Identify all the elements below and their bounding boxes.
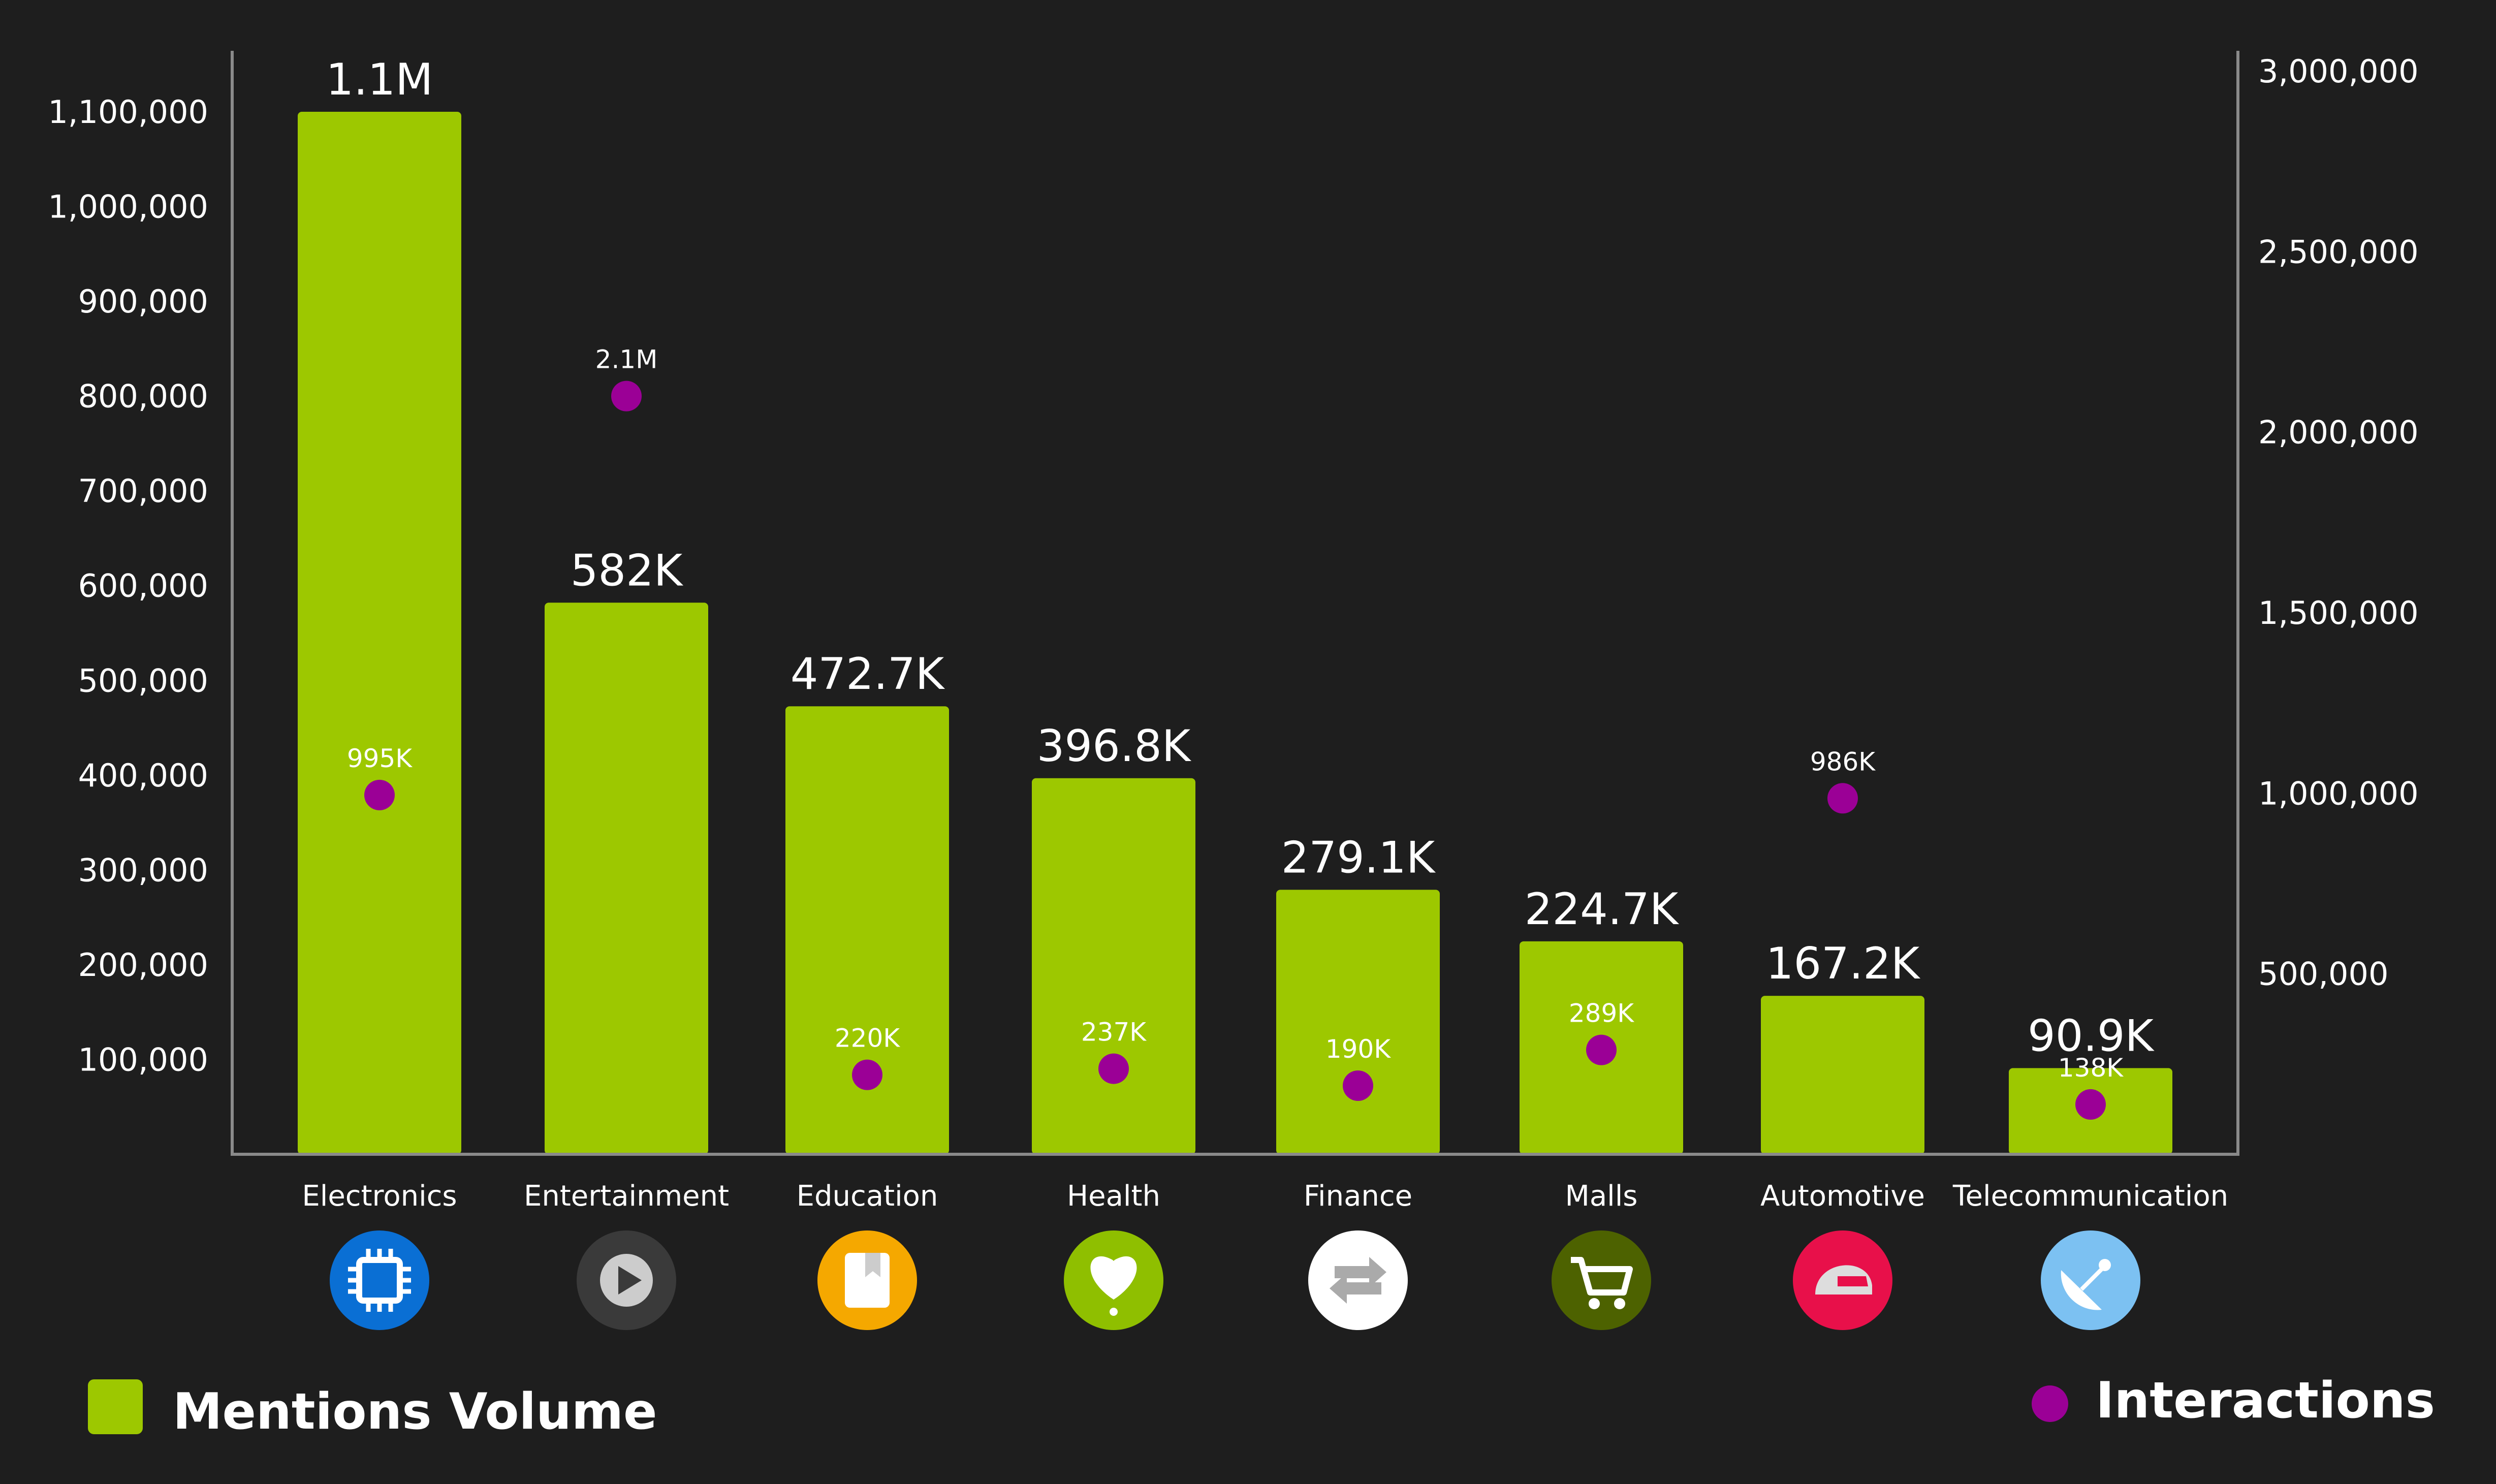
- legend-mentions-swatch: [88, 1379, 143, 1434]
- left-tick-label: 500,000: [78, 662, 208, 699]
- left-y-axis: 100,000 200,000 300,000 400,000 500,000 600,0…: [48, 93, 208, 1078]
- bar-value-label: 1.1M: [326, 54, 433, 105]
- bar: [1032, 778, 1195, 1154]
- interaction-value-label: 2.1M: [595, 345, 658, 374]
- interaction-value-label: 289K: [1569, 999, 1634, 1028]
- right-tick-label: 2,000,000: [2258, 414, 2419, 451]
- right-tick-label: 1,500,000: [2258, 594, 2419, 632]
- bar: [545, 603, 708, 1154]
- left-tick-label: 100,000: [78, 1041, 208, 1078]
- category-label: Health: [1067, 1180, 1160, 1213]
- category-label: Electronics: [302, 1180, 457, 1213]
- interactions-dots: 995K 2.1M 220K 237K 190K 289K 986K 138K: [347, 345, 2124, 1120]
- mentions-bars: 1.1M 582K 472.7K 396.8K 279.1K 224.7K 167.2K 90…: [298, 54, 2172, 1154]
- right-tick-label: 3,000,000: [2258, 53, 2419, 90]
- left-tick-label: 200,000: [78, 946, 208, 984]
- left-tick-label: 1,000,000: [48, 188, 208, 226]
- interaction-point: [2075, 1089, 2106, 1120]
- right-tick-label: 1,000,000: [2258, 775, 2419, 812]
- bar-value-label: 224.7K: [1525, 884, 1680, 935]
- interaction-value-label: 220K: [835, 1024, 900, 1053]
- left-tick-label: 700,000: [78, 472, 208, 510]
- left-tick-label: 800,000: [78, 378, 208, 415]
- satellite-dish-icon: [2041, 1230, 2140, 1330]
- category-label: Malls: [1565, 1180, 1638, 1213]
- interaction-point: [852, 1059, 882, 1090]
- interaction-point: [364, 779, 395, 810]
- bar-value-label: 167.2K: [1766, 938, 1921, 989]
- legend-interactions-swatch: [2032, 1385, 2068, 1422]
- right-tick-label: 2,500,000: [2258, 233, 2419, 270]
- right-y-axis: 500,000 1,000,000 1,500,000 2,000,000 2,500,…: [2258, 53, 2419, 993]
- chip-icon: [330, 1230, 429, 1330]
- category-label: Automotive: [1760, 1180, 1925, 1213]
- bar: [785, 706, 949, 1154]
- cart-icon: [1552, 1230, 1651, 1330]
- axis-frame: [231, 51, 2239, 1156]
- category-label: Finance: [1304, 1180, 1412, 1213]
- interaction-value-label: 138K: [2058, 1053, 2124, 1083]
- heart-icon: [1064, 1230, 1163, 1330]
- interaction-value-label: 995K: [347, 744, 413, 773]
- interaction-point: [1343, 1070, 1373, 1101]
- interaction-value-label: 237K: [1081, 1018, 1147, 1047]
- transfer-arrows-icon: [1308, 1230, 1408, 1330]
- left-tick-label: 400,000: [78, 757, 208, 794]
- bar: [298, 112, 461, 1154]
- interaction-value-label: 190K: [1325, 1034, 1391, 1064]
- bar: [1761, 996, 1924, 1154]
- bar-value-label: 279.1K: [1281, 832, 1436, 883]
- legend-mentions-label: Mentions Volume: [173, 1383, 657, 1441]
- helmet-icon: [1793, 1230, 1892, 1330]
- interaction-point: [1827, 783, 1858, 814]
- right-tick-label: 500,000: [2258, 956, 2388, 993]
- bar-value-label: 582K: [571, 545, 684, 596]
- bar-value-label: 396.8K: [1037, 721, 1192, 772]
- interaction-value-label: 986K: [1810, 747, 1876, 776]
- category-labels: Electronics Entertainment Education Health F…: [302, 1180, 2228, 1213]
- interaction-point: [1586, 1034, 1617, 1065]
- bar-value-label: 90.9K: [2028, 1011, 2155, 1061]
- bar: [1276, 890, 1440, 1154]
- category-label: Entertainment: [524, 1180, 729, 1213]
- interaction-point: [1098, 1053, 1129, 1084]
- category-icons: [330, 1230, 2140, 1330]
- play-icon: [577, 1230, 676, 1330]
- left-tick-label: 900,000: [78, 283, 208, 320]
- bar-value-label: 472.7K: [791, 649, 945, 700]
- legend-mentions: Mentions Volume: [88, 1379, 657, 1441]
- left-tick-label: 600,000: [78, 567, 208, 605]
- left-tick-label: 300,000: [78, 851, 208, 889]
- category-label: Education: [797, 1180, 938, 1213]
- legend-interactions-label: Interactions: [2096, 1372, 2435, 1430]
- interaction-point: [611, 381, 642, 412]
- legend-interactions: Interactions: [2032, 1372, 2435, 1430]
- left-tick-label: 1,100,000: [48, 93, 208, 131]
- book-icon: [817, 1230, 917, 1330]
- category-label: Telecommunication: [1952, 1180, 2228, 1213]
